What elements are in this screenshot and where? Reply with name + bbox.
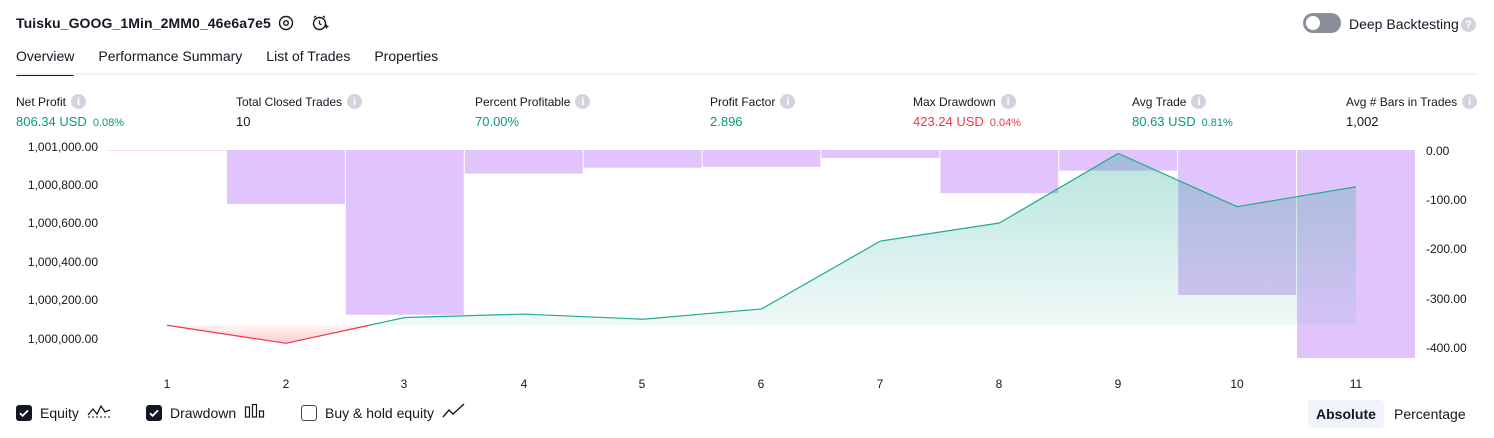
metric-label: Profit Factor xyxy=(710,94,776,109)
tab-performance-summary[interactable]: Performance Summary xyxy=(98,48,243,64)
deep-backtesting-label: Deep Backtesting xyxy=(1349,16,1459,32)
equity-loss-line xyxy=(166,324,370,344)
info-icon[interactable]: i xyxy=(1191,94,1207,109)
y-left-tick: 1,000,400.00 xyxy=(27,255,98,269)
info-icon[interactable]: i xyxy=(1000,94,1016,109)
drawdown-bar xyxy=(226,150,345,205)
legend-label: Buy & hold equity xyxy=(325,404,434,421)
x-tick: 2 xyxy=(282,377,290,391)
x-tick: 11 xyxy=(1349,377,1363,391)
metric-percent-profitable: Percent Profitable i 70.00% xyxy=(475,94,591,129)
legend-buy-hold[interactable]: Buy & hold equity xyxy=(301,403,466,422)
metric-max-drawdown: Max Drawdown i 423.24 USD 0.04% xyxy=(913,94,1021,129)
tab-properties[interactable]: Properties xyxy=(374,48,439,64)
metric-value: 2.896 xyxy=(710,114,743,129)
y-right-tick: 0.00 xyxy=(1426,144,1450,158)
x-tick: 10 xyxy=(1230,377,1244,391)
metric-value: 80.63 USD xyxy=(1132,114,1196,129)
y-left-tick: 1,000,600.00 xyxy=(27,216,98,230)
tabs-divider xyxy=(16,73,1477,75)
x-tick: 6 xyxy=(757,377,765,391)
drawdown-bar xyxy=(108,150,226,151)
x-tick: 3 xyxy=(400,377,408,391)
metric-percent: 0.04% xyxy=(989,117,1022,129)
strategy-title: Tuisku_GOOG_1Min_2MM0_46e6a7e5 xyxy=(16,15,271,31)
info-icon[interactable]: i xyxy=(1462,94,1478,109)
info-icon[interactable]: i xyxy=(575,94,591,109)
equity-line xyxy=(369,152,1357,326)
metric-percent: 0.81% xyxy=(1201,117,1233,129)
y-left-tick: 1,000,000.00 xyxy=(27,332,98,346)
x-tick: 8 xyxy=(995,377,1003,391)
deep-backtesting-toggle[interactable] xyxy=(1303,13,1341,33)
metric-total-closed-trades: Total Closed Trades i 10 xyxy=(236,94,363,129)
drawdown-bar xyxy=(583,150,702,168)
metric-value: 10 xyxy=(236,114,251,129)
metric-percent: 0.08% xyxy=(92,117,125,129)
toggle-knob xyxy=(1306,16,1320,30)
drawdown-bar xyxy=(702,150,821,167)
drawdown-bar xyxy=(464,150,583,174)
bar-chart-icon xyxy=(244,403,266,422)
tab-list-of-trades[interactable]: List of Trades xyxy=(266,48,351,64)
drawdown-bar xyxy=(821,150,940,158)
metric-label: Total Closed Trades xyxy=(236,94,343,109)
absolute-button[interactable]: Absolute xyxy=(1308,400,1384,428)
metric-label: Avg # Bars in Trades xyxy=(1346,94,1458,109)
checkbox-checked[interactable] xyxy=(146,404,162,421)
x-tick: 5 xyxy=(638,377,646,391)
percentage-button[interactable]: Percentage xyxy=(1394,406,1466,422)
equity-line-icon xyxy=(87,403,111,422)
legend-label: Equity xyxy=(40,404,79,421)
gear-icon[interactable] xyxy=(276,13,296,33)
y-right-tick: -300.00 xyxy=(1426,292,1467,306)
checkbox-unchecked[interactable] xyxy=(301,404,317,421)
metric-net-profit: Net Profit i 806.34 USD 0.08% xyxy=(16,94,124,129)
tab-bar: Overview Performance Summary List of Tra… xyxy=(16,48,462,76)
question-icon[interactable]: ? xyxy=(1461,17,1476,32)
x-tick: 4 xyxy=(520,377,528,391)
x-tick: 7 xyxy=(876,377,884,391)
y-right-tick: -100.00 xyxy=(1426,193,1467,207)
metric-avg-bars: Avg # Bars in Trades i 1,002 xyxy=(1346,94,1478,129)
metric-avg-trade: Avg Trade i 80.63 USD 0.81% xyxy=(1132,94,1233,129)
drawdown-bar xyxy=(345,150,464,315)
drawdown-bar xyxy=(940,150,1059,194)
metric-label: Net Profit xyxy=(16,94,67,109)
alarm-clock-icon[interactable] xyxy=(310,13,330,33)
info-icon[interactable]: i xyxy=(780,94,796,109)
y-left-tick: 1,000,200.00 xyxy=(27,293,98,307)
trend-line-icon xyxy=(442,403,466,422)
y-right-tick: -400.00 xyxy=(1426,341,1467,355)
x-tick: 9 xyxy=(1114,377,1122,391)
metric-profit-factor: Profit Factor i 2.896 xyxy=(710,94,796,129)
y-left-tick: 1,001,000.00 xyxy=(27,140,98,154)
metric-value: 70.00% xyxy=(475,114,520,129)
legend-drawdown[interactable]: Drawdown xyxy=(146,403,266,422)
checkbox-checked[interactable] xyxy=(16,404,32,421)
metric-value: 806.34 USD xyxy=(16,114,87,129)
metric-label: Percent Profitable xyxy=(475,94,571,109)
info-icon[interactable]: i xyxy=(347,94,363,109)
equity-profit-area xyxy=(369,153,1356,326)
y-left-tick: 1,000,800.00 xyxy=(27,178,98,192)
legend-equity[interactable]: Equity xyxy=(16,403,111,422)
metric-label: Avg Trade xyxy=(1132,94,1187,109)
metric-label: Max Drawdown xyxy=(913,94,996,109)
y-right-tick: -200.00 xyxy=(1426,242,1467,256)
legend-label: Drawdown xyxy=(170,404,237,421)
metric-value: 1,002 xyxy=(1346,114,1379,129)
equity-loss-area xyxy=(167,325,370,344)
metric-value: 423.24 USD xyxy=(913,114,984,129)
x-tick: 1 xyxy=(163,377,171,391)
info-icon[interactable]: i xyxy=(71,94,87,109)
